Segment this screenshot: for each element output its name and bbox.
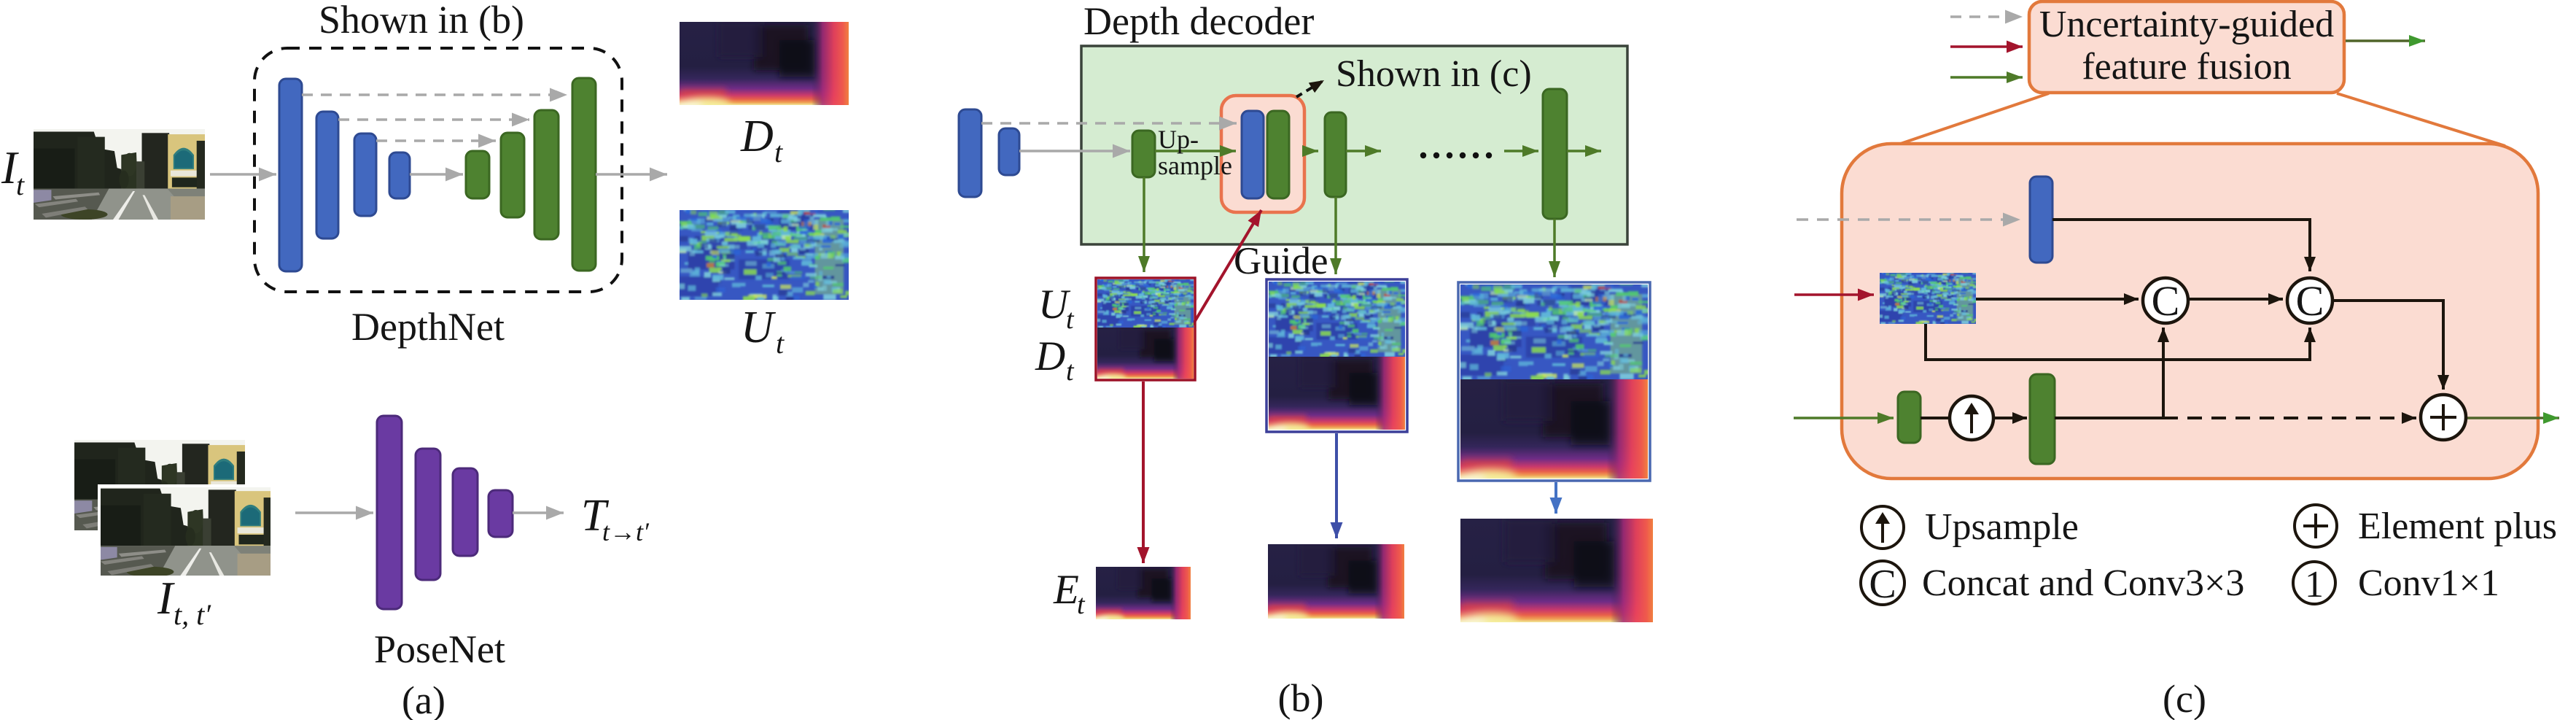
svg-text:t: t	[776, 327, 785, 360]
svg-text:Shown in (b): Shown in (b)	[319, 0, 524, 42]
svg-text:C: C	[1869, 562, 1896, 607]
svg-text:(c): (c)	[2163, 677, 2206, 720]
svg-text:Depth decoder: Depth decoder	[1083, 0, 1314, 43]
svg-text:E: E	[1053, 567, 1079, 613]
svg-text:Shown in (c): Shown in (c)	[1336, 53, 1532, 95]
svg-text:(a): (a)	[402, 678, 445, 720]
svg-text:Conv1×1: Conv1×1	[2358, 562, 2499, 604]
svg-text:t: t	[16, 169, 25, 201]
svg-text:T: T	[581, 491, 610, 541]
svg-text:U: U	[741, 303, 777, 352]
svg-text:C: C	[2296, 277, 2324, 325]
svg-text:D: D	[740, 112, 774, 161]
svg-text:sample: sample	[1158, 151, 1232, 180]
svg-text:t: t	[1066, 356, 1075, 387]
svg-text:(b): (b)	[1278, 676, 1324, 720]
svg-text:DepthNet: DepthNet	[351, 305, 505, 349]
svg-text:1: 1	[2305, 564, 2324, 605]
svg-text:Uncertainty-guided: Uncertainty-guided	[2039, 4, 2334, 45]
svg-text:Guide: Guide	[1234, 240, 1328, 282]
svg-text:Concat and Conv3×3: Concat and Conv3×3	[1922, 562, 2244, 604]
svg-text:t: t	[1077, 589, 1086, 620]
svg-text:C: C	[2152, 277, 2180, 325]
svg-text:I: I	[1, 142, 19, 193]
svg-text:feature fusion: feature fusion	[2082, 46, 2291, 88]
svg-text:t: t	[1066, 304, 1075, 335]
svg-text:U: U	[1038, 282, 1071, 328]
svg-text:I: I	[157, 572, 175, 624]
svg-text:Element plus: Element plus	[2358, 506, 2557, 547]
svg-text:Upsample: Upsample	[1925, 506, 2079, 548]
svg-text:t: t	[774, 136, 783, 169]
svg-text:Up-: Up-	[1158, 125, 1199, 154]
svg-text:D: D	[1035, 333, 1065, 379]
svg-text:PoseNet: PoseNet	[374, 627, 505, 671]
svg-text:t, t′: t, t′	[174, 598, 211, 631]
svg-text:t→t′: t→t′	[602, 517, 650, 546]
